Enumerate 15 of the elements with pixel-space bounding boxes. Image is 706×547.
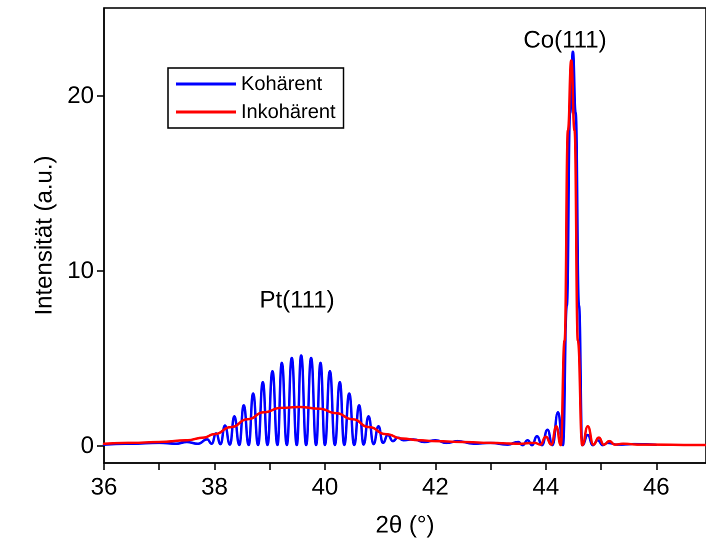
legend-label: Kohärent (241, 73, 323, 95)
legend-label: Inkohärent (241, 101, 336, 123)
x-tick-label: 36 (90, 474, 118, 500)
annotation: Pt(111) (259, 286, 335, 314)
y-tick-label: 20 (67, 82, 94, 109)
y-tick-label: 10 (67, 257, 94, 284)
x-tick-label: 38 (201, 474, 228, 500)
x-tick-label: 44 (532, 474, 560, 500)
x-tick-label: 46 (642, 474, 670, 500)
y-tick-label: 0 (80, 432, 94, 459)
annotation: Co(111) (523, 26, 607, 54)
x-tick-label: 40 (312, 474, 338, 500)
y-axis-title: Intensität (a.u.) (30, 155, 58, 316)
x-axis-title: 2θ (°) (376, 512, 434, 538)
x-tick-label: 42 (422, 474, 449, 500)
